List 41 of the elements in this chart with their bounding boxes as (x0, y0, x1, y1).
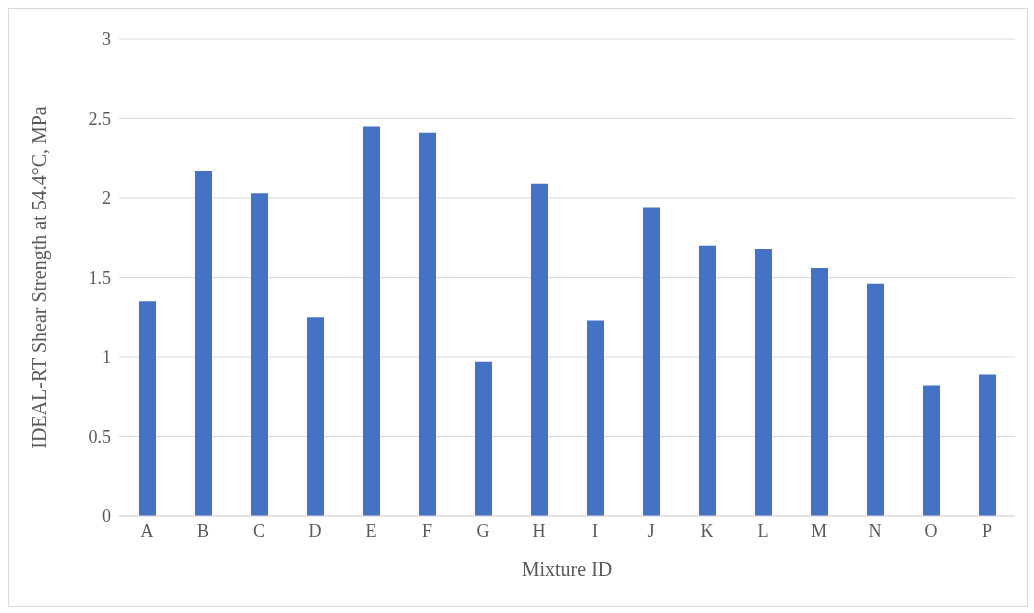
bar (699, 245, 716, 516)
bar (475, 361, 492, 516)
bar (811, 267, 828, 516)
x-tick-label: N (868, 520, 882, 541)
bar (363, 126, 380, 516)
x-tick-label: M (810, 520, 828, 541)
y-tick-label: 1 (102, 347, 111, 368)
x-tick-label: K (700, 520, 714, 541)
y-tick-label: 1.5 (88, 267, 111, 288)
x-tick-label: G (476, 520, 490, 541)
y-tick-label: 0 (102, 506, 111, 527)
x-tick-label: P (981, 520, 993, 541)
bar (419, 132, 436, 516)
x-tick-label: I (592, 520, 598, 541)
x-tick-label: A (140, 520, 154, 541)
y-axis-title: IDEAL-RT Shear Strength at 54.4°C, MPa (28, 106, 52, 449)
bar (531, 183, 548, 516)
x-tick-label: B (196, 520, 210, 541)
bar (139, 301, 156, 516)
bar (867, 283, 884, 516)
bar (195, 170, 212, 516)
y-tick-label: 2.5 (88, 108, 111, 129)
x-tick-label: J (647, 520, 655, 541)
y-tick-label: 2 (102, 188, 111, 209)
bar (643, 207, 660, 516)
x-axis-title: Mixture ID (521, 558, 613, 580)
bar (307, 317, 324, 516)
x-tick-label: L (757, 520, 769, 541)
x-tick-label: H (532, 520, 546, 541)
bar (755, 248, 772, 516)
x-tick-label: C (252, 520, 266, 541)
x-tick-label: E (365, 520, 377, 541)
x-tick-label: O (924, 520, 938, 541)
bar (979, 374, 996, 516)
x-tick-label: F (421, 520, 433, 541)
bar (587, 320, 604, 516)
bar (251, 193, 268, 516)
y-tick-label: 0.5 (88, 426, 111, 447)
bar (923, 385, 940, 516)
x-tick-label: D (308, 520, 322, 541)
y-tick-label: 3 (102, 29, 111, 50)
